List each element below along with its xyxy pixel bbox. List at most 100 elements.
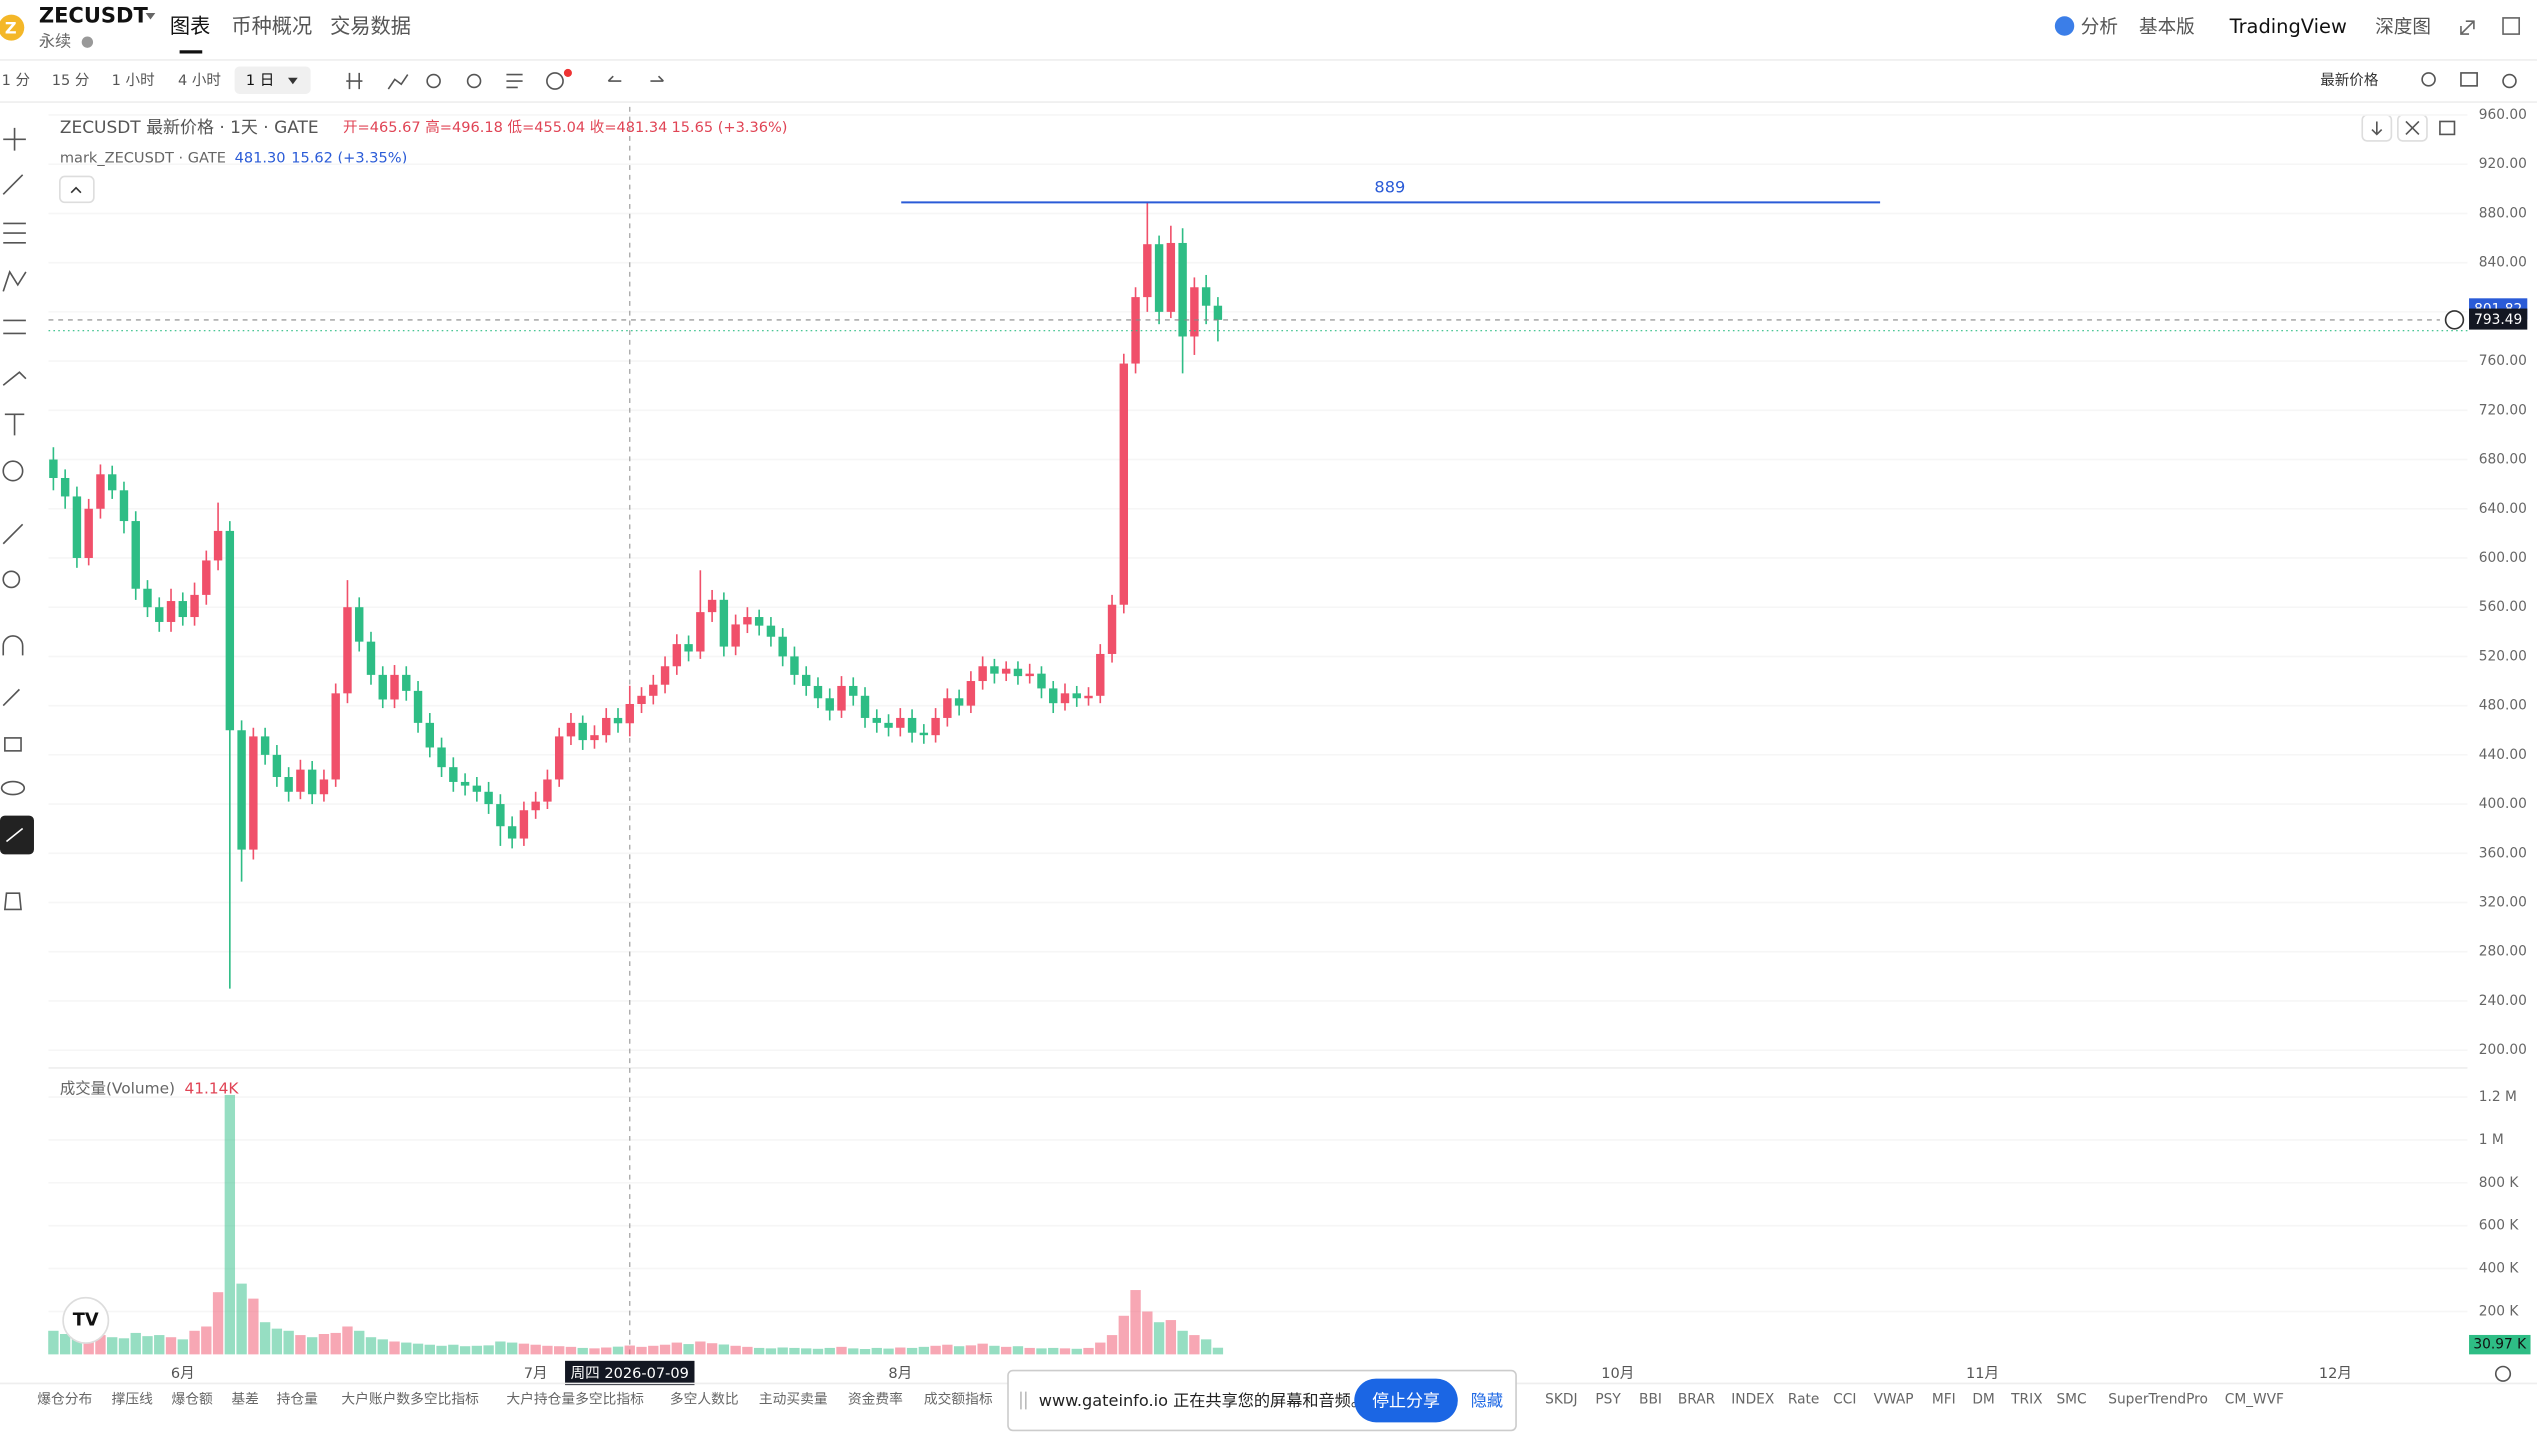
indicator-tab[interactable]: INDEX xyxy=(1731,1392,1774,1408)
candle-body xyxy=(355,607,364,642)
y-tick-label: 960.00 xyxy=(2479,107,2527,123)
interval[interactable]: 1 分 xyxy=(2,72,30,89)
tab[interactable]: 图表 xyxy=(170,14,210,38)
menu-item[interactable]: TradingView xyxy=(2229,15,2347,38)
indicator-tab[interactable]: 资金费率 xyxy=(848,1391,903,1408)
menu-item[interactable]: 深度图 xyxy=(2375,17,2431,38)
indicator-tab[interactable]: 爆仓额 xyxy=(172,1392,214,1408)
indicator-tab[interactable]: TRIX xyxy=(2010,1392,2042,1408)
indicator-tab[interactable]: SuperTrendPro xyxy=(2108,1392,2208,1408)
indicator-tab[interactable]: 爆仓分布 xyxy=(37,1392,92,1408)
candle-body xyxy=(1166,242,1176,312)
candle-body xyxy=(719,599,729,647)
price-source[interactable]: 最新价格 xyxy=(2320,72,2379,89)
y-tick-label: 720.00 xyxy=(2479,402,2527,418)
menu-item[interactable]: 基本版 xyxy=(2139,17,2195,38)
indicator-tab[interactable]: SMC xyxy=(2056,1392,2086,1408)
candle-body xyxy=(1084,695,1093,699)
interval[interactable]: 1 日 xyxy=(246,72,274,89)
add-alert-icon[interactable] xyxy=(2444,310,2465,330)
indicator-tab[interactable]: BBI xyxy=(1639,1392,1662,1408)
indicator-tab[interactable]: DM xyxy=(1972,1392,1994,1408)
candle-body xyxy=(660,666,670,685)
notification-dot xyxy=(563,68,572,77)
volume-bar xyxy=(742,1346,753,1355)
volume-bar xyxy=(530,1344,541,1355)
volume-bar xyxy=(1059,1348,1071,1355)
indicator-tab[interactable]: CCI xyxy=(1833,1392,1856,1408)
fullscreen-icon[interactable] xyxy=(2460,20,2475,35)
candle-body xyxy=(684,644,693,652)
hide-link[interactable]: 隐藏 xyxy=(1471,1391,1503,1410)
symbol[interactable]: ZECUSDT xyxy=(39,2,149,27)
toolbar-right-icons[interactable] xyxy=(2421,72,2517,89)
indicator-tab[interactable]: Rate xyxy=(1788,1392,1820,1408)
candle-body xyxy=(778,636,787,657)
indicator-tab[interactable]: MFI xyxy=(1932,1392,1956,1408)
tv-logo[interactable] xyxy=(62,1296,110,1344)
candle-body xyxy=(237,730,246,850)
volume-bar xyxy=(48,1330,59,1355)
volume-bar xyxy=(812,1348,824,1355)
indicator-tab[interactable]: 主动买卖量 xyxy=(759,1392,828,1408)
volume-bar xyxy=(765,1348,777,1355)
indicator-tab[interactable]: 大户持仓量多空比指标 xyxy=(506,1391,644,1408)
volume-bar xyxy=(753,1347,765,1355)
candle-body xyxy=(49,459,58,478)
x-tick-label: 8月 xyxy=(888,1365,912,1382)
interval-dropdown[interactable] xyxy=(288,77,298,85)
tool-active[interactable] xyxy=(0,815,34,855)
y-tick-label: 480.00 xyxy=(2479,698,2527,714)
volume-bar xyxy=(506,1342,518,1355)
candle-body xyxy=(284,777,293,792)
menu-item[interactable]: 分析 xyxy=(2081,17,2118,38)
volume-bar xyxy=(683,1344,694,1355)
candle-body xyxy=(84,508,93,558)
indicator-tab[interactable]: PSY xyxy=(1595,1392,1621,1408)
indicator-tab[interactable]: CM_WVF xyxy=(2225,1392,2284,1408)
volume-bar xyxy=(918,1346,930,1355)
indicator-tab[interactable]: VWAP xyxy=(1874,1392,1914,1408)
indicator-tab[interactable]: 大户账户数多空比指标 xyxy=(341,1391,479,1408)
indicator-tab[interactable]: 基差 xyxy=(231,1391,259,1408)
toolbar-icons[interactable] xyxy=(346,72,664,90)
symbol-dropdown[interactable] xyxy=(145,13,156,20)
candle-body xyxy=(437,747,446,768)
candle-body xyxy=(649,684,658,696)
candle-body xyxy=(1213,305,1223,320)
info-icon[interactable] xyxy=(81,36,94,48)
indicator-tab[interactable]: BRAR xyxy=(1678,1392,1716,1408)
candle-body xyxy=(1154,244,1164,312)
indicator-tab[interactable]: SKDJ xyxy=(1545,1392,1577,1408)
settings-icon[interactable] xyxy=(2494,1365,2512,1382)
interval[interactable]: 15 分 xyxy=(52,72,90,89)
candle-body xyxy=(990,666,999,674)
volume-bar xyxy=(436,1345,447,1355)
tab[interactable]: 交易数据 xyxy=(330,14,411,38)
last-price-label: 793.49 xyxy=(2474,312,2522,328)
volume-bar xyxy=(1142,1311,1153,1355)
volume-bar xyxy=(671,1342,682,1355)
interval[interactable]: 1 小时 xyxy=(112,72,155,89)
candle-body xyxy=(1190,287,1199,337)
window-icon[interactable] xyxy=(2502,17,2521,35)
indicator-tab[interactable]: 持仓量 xyxy=(277,1392,319,1408)
volume-bar xyxy=(412,1343,424,1355)
candle-body xyxy=(119,490,129,522)
volume-bar xyxy=(142,1336,153,1355)
candle-body xyxy=(754,617,764,626)
drawing-tools[interactable] xyxy=(0,127,27,911)
stop-share-button[interactable] xyxy=(1354,1378,1458,1423)
tab[interactable]: 币种概况 xyxy=(231,14,312,38)
candle-body xyxy=(837,685,846,711)
candle-body xyxy=(954,698,964,706)
candle-body xyxy=(143,588,152,608)
indicator-tab[interactable]: 撑压线 xyxy=(112,1392,154,1408)
interval[interactable]: 4 小时 xyxy=(178,72,221,89)
candle-body xyxy=(731,624,740,647)
candle-body xyxy=(637,695,646,704)
indicator-tab[interactable]: 多空人数比 xyxy=(670,1391,739,1408)
candle-body xyxy=(943,698,952,718)
candle-body xyxy=(790,656,799,675)
indicator-tab[interactable]: 成交额指标 xyxy=(924,1391,993,1408)
